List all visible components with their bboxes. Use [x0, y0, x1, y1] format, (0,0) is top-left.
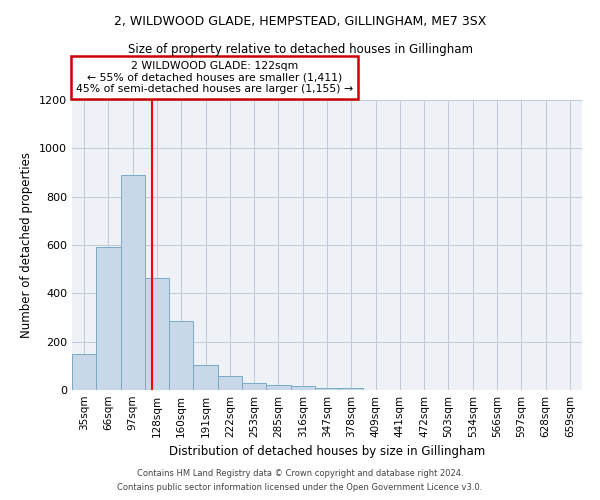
- Text: Contains HM Land Registry data © Crown copyright and database right 2024.: Contains HM Land Registry data © Crown c…: [137, 468, 463, 477]
- Bar: [290, 386, 315, 390]
- X-axis label: Distribution of detached houses by size in Gillingham: Distribution of detached houses by size …: [169, 446, 485, 458]
- Text: Size of property relative to detached houses in Gillingham: Size of property relative to detached ho…: [128, 42, 473, 56]
- Y-axis label: Number of detached properties: Number of detached properties: [20, 152, 34, 338]
- Text: 2 WILDWOOD GLADE: 122sqm
← 55% of detached houses are smaller (1,411)
45% of sem: 2 WILDWOOD GLADE: 122sqm ← 55% of detach…: [76, 61, 353, 94]
- Bar: [266, 385, 290, 390]
- Bar: [121, 175, 145, 390]
- Text: Contains public sector information licensed under the Open Government Licence v3: Contains public sector information licen…: [118, 484, 482, 492]
- Bar: [96, 248, 121, 390]
- Bar: [339, 388, 364, 390]
- Bar: [145, 278, 169, 390]
- Bar: [315, 388, 339, 390]
- Text: 2, WILDWOOD GLADE, HEMPSTEAD, GILLINGHAM, ME7 3SX: 2, WILDWOOD GLADE, HEMPSTEAD, GILLINGHAM…: [114, 15, 486, 28]
- Bar: [242, 383, 266, 390]
- Bar: [72, 354, 96, 390]
- Bar: [218, 376, 242, 390]
- Bar: [169, 321, 193, 390]
- Bar: [193, 364, 218, 390]
